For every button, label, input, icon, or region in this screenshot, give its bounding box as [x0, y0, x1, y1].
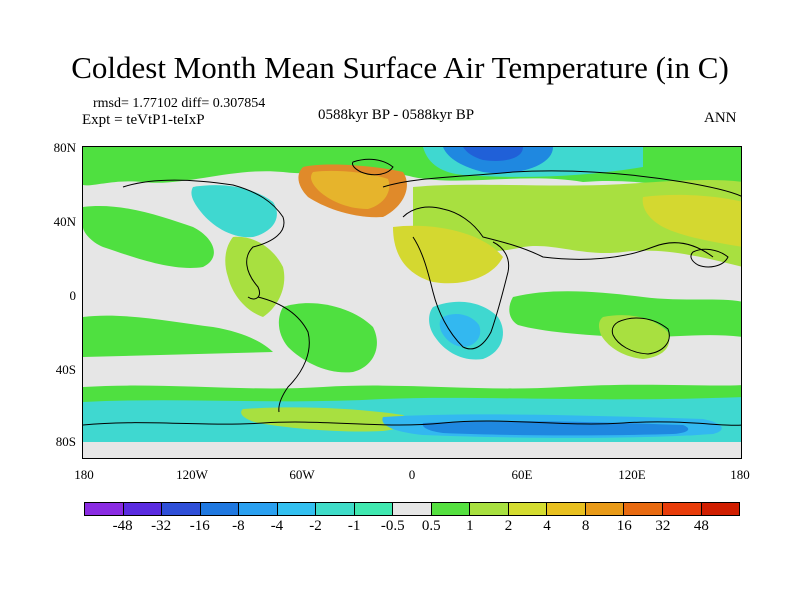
y-tick-label: 40S: [55, 362, 76, 377]
weddell-yellowgreen: [241, 407, 407, 432]
south-africa-lightblue: [439, 313, 481, 347]
colorbar-label: 2: [504, 518, 513, 534]
colorbar-segment: [585, 503, 625, 515]
colorbar-label: 1: [466, 518, 474, 534]
japan-coast: [690, 248, 729, 268]
colorbar-segment: [85, 503, 124, 515]
x-tick-label: 60E: [511, 467, 533, 482]
australia-yellowgreen: [598, 315, 670, 359]
colorbar-label: -8: [232, 518, 245, 534]
north-america-coast: [122, 179, 285, 300]
colorbar-label: -1: [347, 518, 361, 534]
colorbar-label: 48: [693, 518, 709, 534]
colorbar-label: -0.5: [380, 518, 405, 534]
colorbar-segment: [123, 503, 163, 515]
colorbar-segment: [701, 503, 740, 515]
colorbar-label: -16: [189, 518, 210, 534]
colorbar-segment: [470, 503, 509, 515]
sahara-olive: [393, 225, 503, 284]
colorbar-labels: -48 -32 -16 -8 -4 -2 -1 -0.5 0.5 1 2 4 8 16 32 48: [84, 518, 740, 538]
antarctic-interior-grey: [83, 442, 741, 458]
season-text: ANN: [704, 110, 737, 126]
antarctica-coast: [83, 420, 741, 426]
indian-ocean-green: [509, 291, 741, 338]
colorbar-segment: [431, 503, 471, 515]
y-tick-label: 80S: [55, 434, 76, 449]
colorbar-segment: [662, 503, 702, 515]
colorbar-label: 16: [616, 518, 632, 534]
colorbar-label: 4: [543, 518, 551, 534]
stats-text: rmsd= 1.77102 diff= 0.307854: [93, 96, 266, 111]
colorbar-segment: [200, 503, 240, 515]
colorbar-segment: [547, 503, 586, 515]
map-title: Coldest Month Mean Surface Air Temperatu…: [71, 50, 729, 85]
y-tick-label: 80N: [53, 140, 76, 155]
colorbar-label: 32: [655, 518, 671, 534]
eurasia-south-coast: [402, 206, 714, 260]
colorbar-label: -2: [309, 518, 322, 534]
north-pacific-green: [83, 206, 214, 268]
x-tick-label: 60W: [289, 467, 315, 482]
north-atlantic-core: [311, 170, 390, 209]
x-tick-label: 120W: [176, 467, 208, 482]
colorbar-label: -32: [151, 518, 172, 534]
colorbar-segment: [354, 503, 394, 515]
y-tick-label: 40N: [53, 214, 76, 229]
colorbar-label: -48: [112, 518, 133, 534]
period-text: 0588kyr BP - 0588kyr BP: [318, 107, 475, 123]
colorbar-label: -4: [270, 518, 284, 534]
y-tick-label: 0: [69, 288, 77, 303]
colorbar-segment: [316, 503, 355, 515]
x-tick-label: 180: [730, 467, 750, 482]
map-plot-area: [82, 146, 742, 459]
colorbar-segment: [624, 503, 663, 515]
colorbar-segment: [239, 503, 278, 515]
x-tick-label: 120E: [618, 467, 646, 482]
coastlines: [83, 158, 741, 426]
north-america-cyan: [191, 185, 277, 238]
x-tick-label: 0: [408, 467, 416, 482]
barents-deep-blue: [463, 147, 523, 161]
antarctica-blue: [422, 421, 689, 436]
x-tick-label: 180: [74, 467, 94, 482]
colorbar-segment: [277, 503, 317, 515]
experiment-text: Expt = teVtP1-teIxP: [82, 112, 205, 128]
colorbar-label: 0.5: [421, 518, 441, 534]
colorbar-segment: [162, 503, 201, 515]
africa-coast: [412, 236, 510, 350]
colorbar-label: 8: [581, 518, 590, 534]
south-pacific-green: [83, 315, 273, 357]
east-asia-olive: [642, 194, 741, 247]
central-america-yellowgreen: [225, 236, 285, 317]
colorbar-segment: [393, 503, 432, 515]
eurasia-north-coast: [382, 170, 741, 197]
temperature-map: [83, 147, 741, 458]
colorbar: [84, 502, 740, 516]
south-atlantic-green: [278, 303, 377, 373]
colorbar-segment: [508, 503, 548, 515]
greenland-coast: [352, 158, 394, 176]
australia-coast: [611, 317, 670, 355]
south-america-coast: [257, 296, 310, 413]
